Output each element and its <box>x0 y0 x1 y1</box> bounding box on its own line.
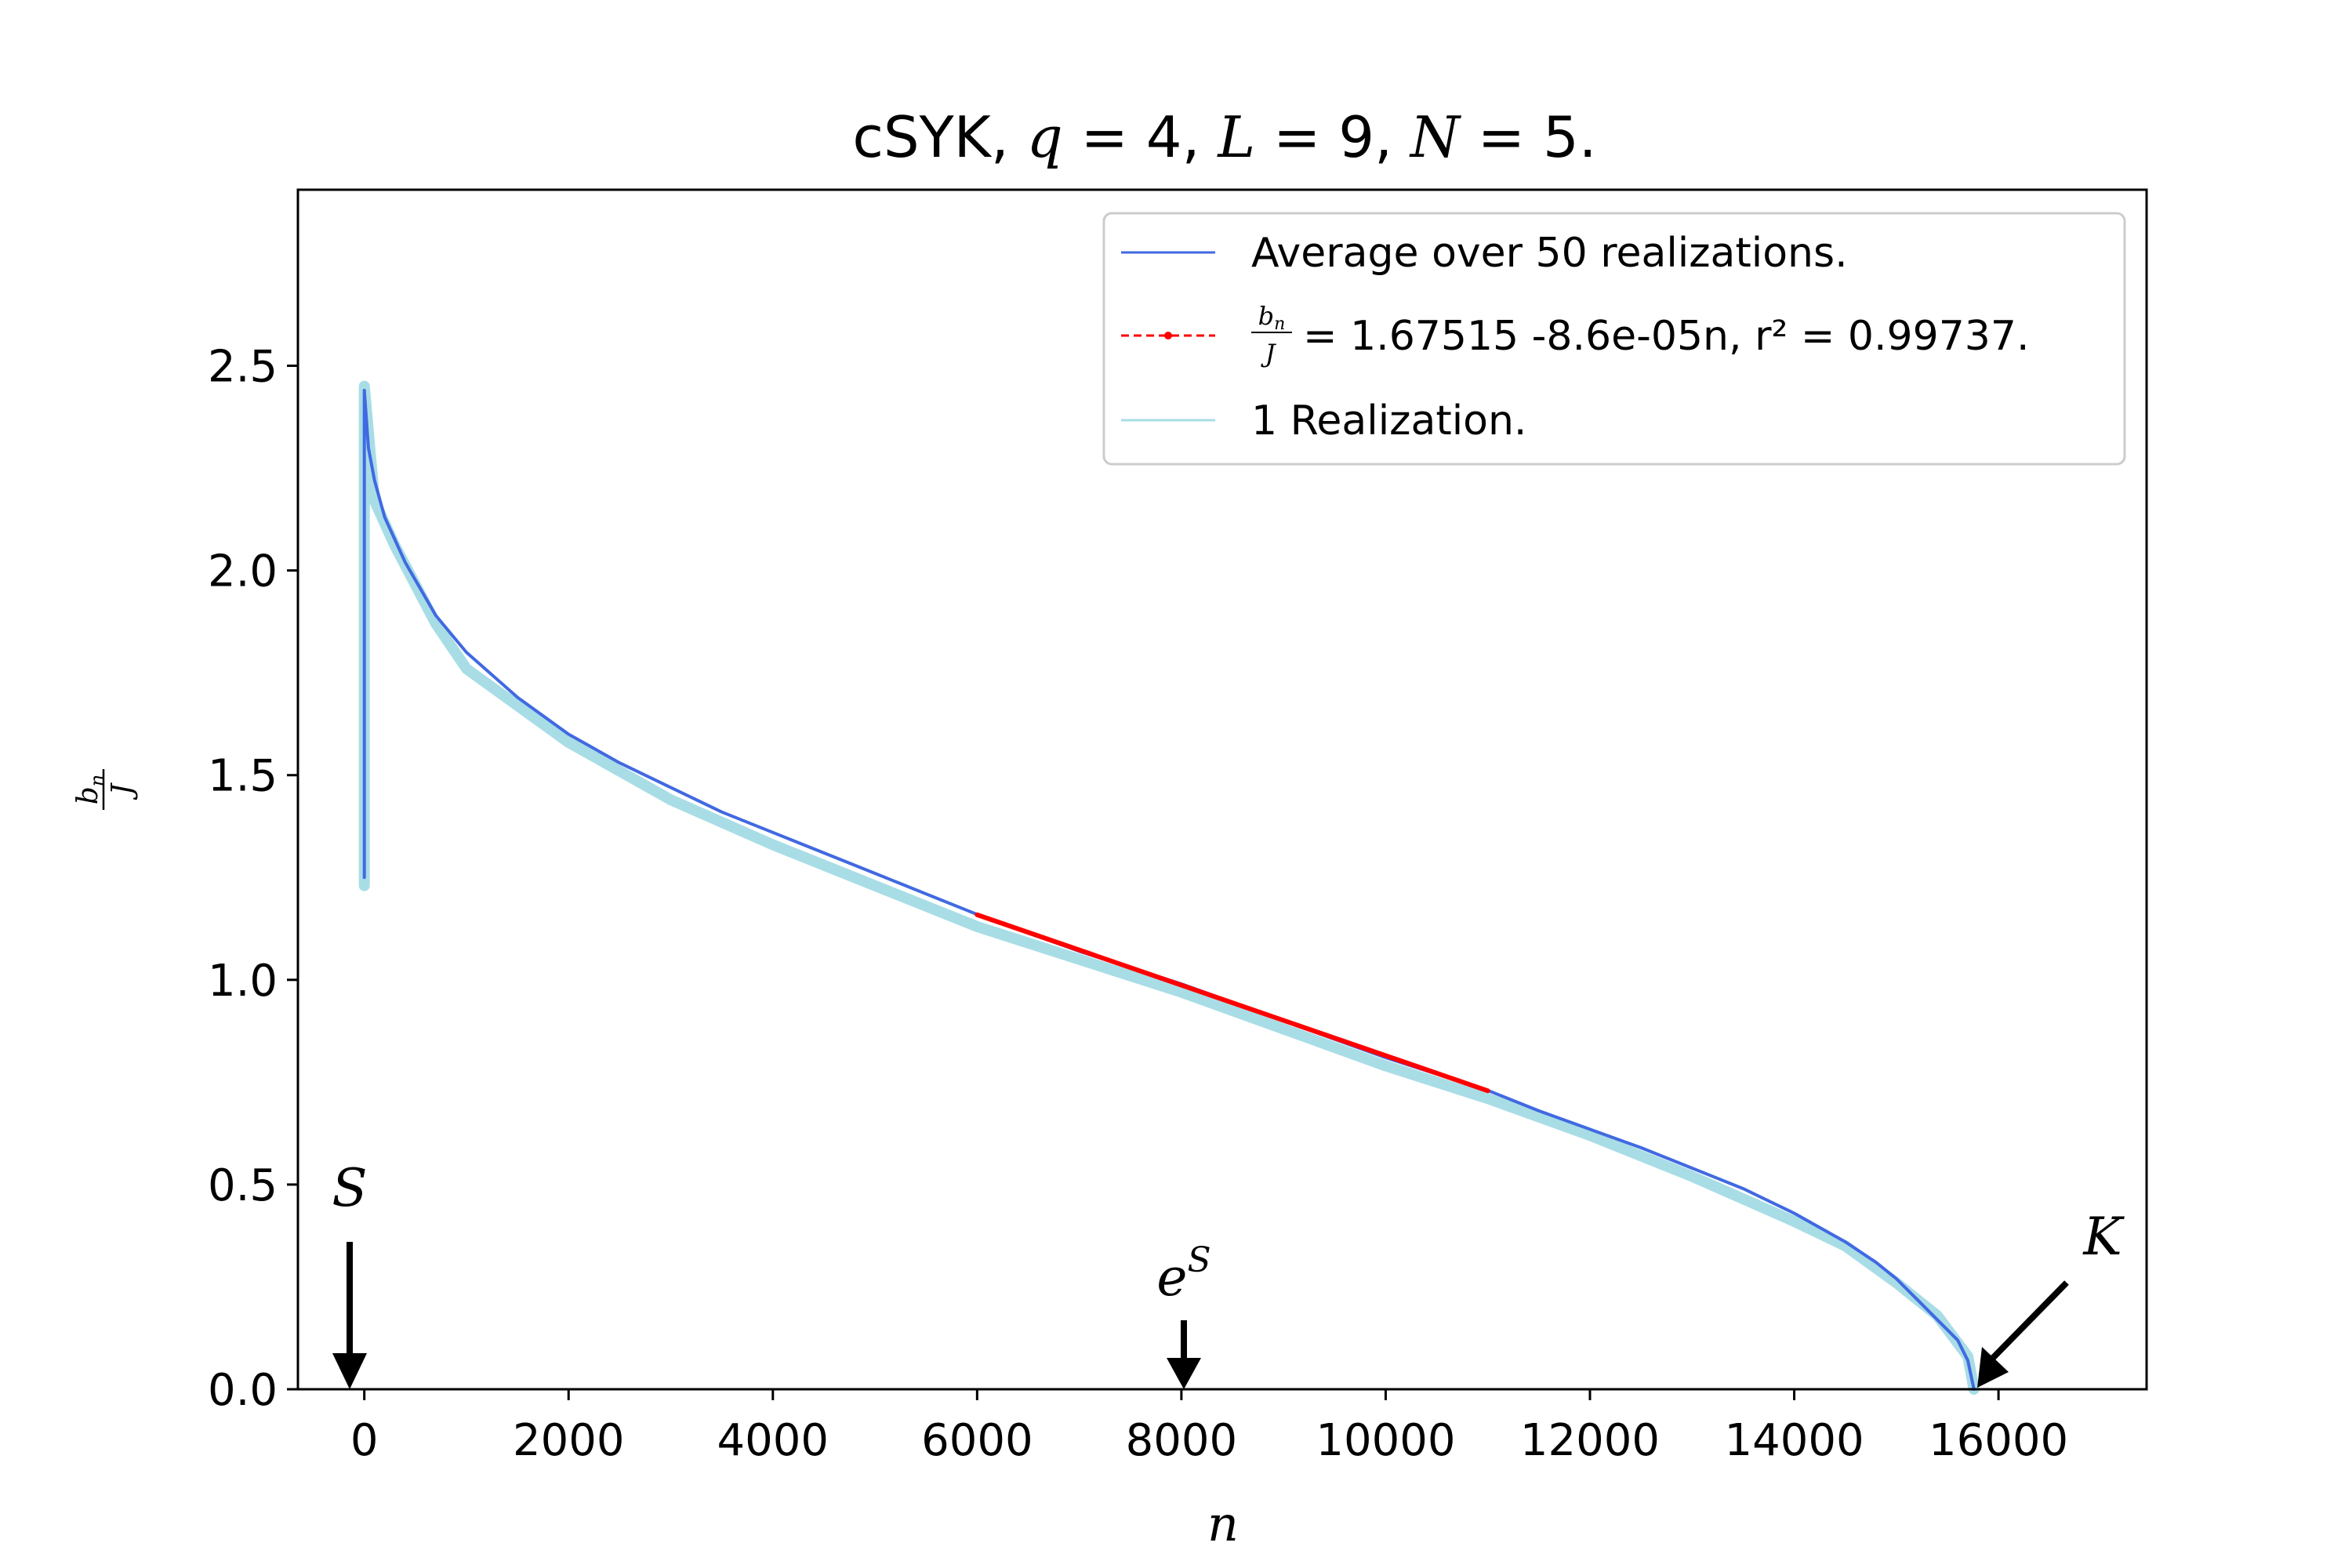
x-tick-label: 12000 <box>1520 1415 1660 1466</box>
y-tick-label: 0.0 <box>208 1365 278 1416</box>
series-layer <box>358 380 1980 1395</box>
annotation-S: S <box>332 1158 368 1389</box>
annotation-S-label: S <box>332 1158 367 1218</box>
x-tick-label: 14000 <box>1724 1415 1864 1466</box>
x-tick-label: 16000 <box>1929 1415 2068 1466</box>
x-tick-label: 10000 <box>1316 1415 1455 1466</box>
legend-label-realization: 1 Realization. <box>1251 397 1526 445</box>
annotation-K-arrow <box>1991 1280 2069 1360</box>
legend-box <box>1102 212 2126 466</box>
plot-frame <box>296 188 2148 1391</box>
legend: Average over 50 realizations. bn J = 1.6… <box>1102 212 2126 466</box>
y-axis-label: bn J <box>72 769 139 810</box>
legend-label-average: Average over 50 realizations. <box>1251 230 1848 277</box>
annotation-eS: eS <box>1156 1240 1211 1389</box>
y-tick-label: 2.5 <box>208 342 278 393</box>
x-tick-label: 6000 <box>921 1415 1033 1466</box>
x-axis-label: n <box>1207 1495 1239 1552</box>
x-tick-label: 2000 <box>513 1415 625 1466</box>
annotation-S-arrowhead <box>332 1353 367 1389</box>
x-tick-label: 4000 <box>717 1415 829 1466</box>
y-tick-label: 2.0 <box>208 546 278 597</box>
chart-title: cSYK, q = 4, L = 9, N = 5. <box>852 104 1596 170</box>
y-tick-label: 1.5 <box>208 751 278 802</box>
legend-swatch-fit-marker <box>1164 332 1172 339</box>
svg-text:J: J <box>1261 339 1277 368</box>
y-tick-label: 0.5 <box>208 1160 278 1211</box>
legend-label-fit: = 1.67515 -8.6e-05n, r² = 0.99737. <box>1303 313 2029 360</box>
annotation-K-arrowhead <box>1977 1347 2009 1388</box>
series-fit-line <box>975 912 1490 1094</box>
annotation-eS-arrowhead <box>1167 1358 1201 1389</box>
annotation-eS-label: eS <box>1156 1240 1210 1308</box>
annotation-K-label: K <box>2082 1207 2125 1267</box>
axis-ticks: 0 2000 4000 6000 8000 10000 12000 14000 16000 0.0… <box>208 342 2068 1466</box>
y-tick-label: 1.0 <box>208 956 278 1007</box>
x-tick-label: 8000 <box>1126 1415 1238 1466</box>
x-tick-label: 0 <box>350 1415 379 1466</box>
series-realization-line <box>358 380 1980 1395</box>
svg-text:J: J <box>107 782 139 800</box>
annotation-K: K <box>1977 1207 2125 1388</box>
series-average-line <box>362 388 1976 1391</box>
